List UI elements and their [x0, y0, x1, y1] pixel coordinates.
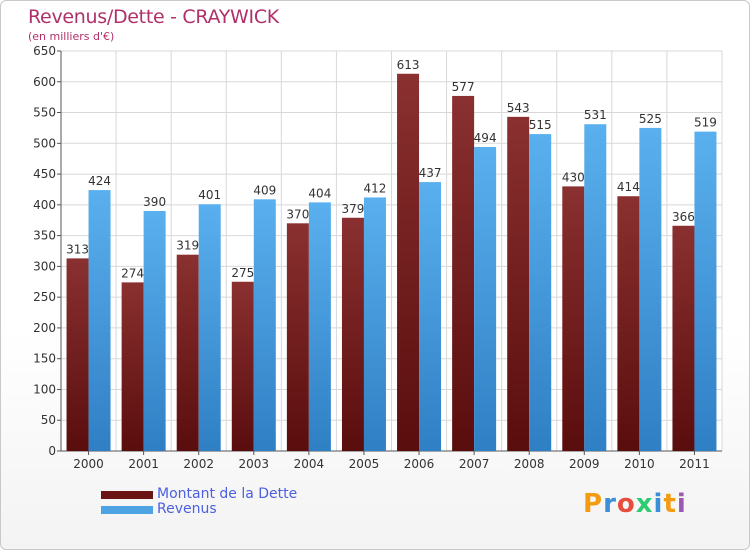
y-tick-label: 650 — [33, 44, 56, 58]
data-label-revenue: 404 — [308, 186, 331, 200]
y-tick-label: 200 — [33, 321, 56, 335]
bar-revenue — [529, 134, 552, 452]
bar-revenue — [198, 204, 221, 451]
data-label-debt: 430 — [562, 170, 585, 184]
data-label-revenue: 437 — [419, 166, 442, 180]
legend-swatch-revenue — [101, 506, 153, 514]
chart-subtitle: (en milliers d'€) — [28, 30, 115, 43]
data-label-debt: 274 — [121, 266, 144, 280]
data-label-debt: 370 — [286, 207, 309, 221]
bar-revenue — [88, 190, 111, 452]
bar-debt — [562, 186, 585, 451]
x-tick-label: 2004 — [294, 457, 325, 471]
bar-debt — [452, 95, 475, 451]
logo-letter: P — [583, 489, 604, 519]
x-tick-label: 2006 — [404, 457, 435, 471]
axes — [57, 50, 722, 455]
data-label-revenue: 525 — [639, 112, 662, 126]
proxiti-logo: Proxiti — [583, 489, 687, 519]
y-tick-label: 100 — [33, 382, 56, 396]
data-label-debt: 414 — [617, 180, 640, 194]
x-tick-label: 2001 — [128, 457, 159, 471]
y-tick-label: 250 — [33, 290, 56, 304]
chart-title: Revenus/Dette - CRAYWICK — [28, 6, 279, 28]
y-tick-label: 150 — [33, 352, 56, 366]
y-tick-label: 600 — [33, 75, 56, 89]
data-label-debt: 319 — [176, 239, 199, 253]
bar-debt — [507, 116, 530, 451]
labels: 0 50 100 150 200 250 300 350 400 450 500 550 600 650 3… — [33, 44, 717, 471]
x-tick-label: 2003 — [239, 457, 270, 471]
bar-chart: 0 50 100 150 200 250 300 350 400 450 500 550 600 650 3… — [33, 44, 723, 471]
data-label-debt: 543 — [507, 101, 530, 115]
bar-debt — [176, 254, 199, 451]
bar-revenue — [639, 127, 662, 451]
bar-debt — [397, 73, 420, 452]
y-tick-label: 300 — [33, 259, 56, 273]
data-label-revenue: 390 — [143, 195, 166, 209]
data-label-revenue: 424 — [88, 174, 111, 188]
data-label-revenue: 519 — [694, 116, 717, 130]
x-tick-label: 2011 — [679, 457, 710, 471]
bar-debt — [121, 282, 144, 451]
x-tick-label: 2005 — [349, 457, 380, 471]
y-tick-label: 450 — [33, 167, 56, 181]
x-tick-label: 2010 — [624, 457, 655, 471]
x-tick-label: 2000 — [73, 457, 104, 471]
bars — [66, 73, 717, 452]
bar-debt — [286, 223, 309, 451]
bar-revenue — [474, 147, 497, 451]
data-label-debt: 313 — [66, 242, 89, 256]
bar-revenue — [694, 131, 717, 451]
grid-lines — [60, 50, 723, 452]
logo-letter: r — [603, 489, 617, 519]
y-tick-label: 50 — [41, 413, 56, 427]
data-label-debt: 613 — [397, 58, 420, 72]
x-tick-label: 2008 — [514, 457, 545, 471]
y-tick-label: 500 — [33, 136, 56, 150]
data-label-revenue: 515 — [529, 118, 552, 132]
logo-letter: x — [635, 489, 654, 519]
y-tick-label: 400 — [33, 198, 56, 212]
data-label-debt: 379 — [342, 202, 365, 216]
bar-debt — [231, 281, 254, 451]
bar-debt — [341, 217, 364, 451]
bar-revenue — [363, 197, 386, 451]
bar-revenue — [419, 182, 442, 452]
logo-letter: i — [653, 489, 664, 519]
bar-revenue — [143, 211, 166, 451]
y-tick-label: 350 — [33, 229, 56, 243]
data-label-revenue: 401 — [198, 188, 221, 202]
bar-revenue — [584, 124, 607, 451]
data-label-revenue: 531 — [584, 108, 607, 122]
data-label-debt: 577 — [452, 80, 475, 94]
data-label-debt: 366 — [672, 210, 695, 224]
logo-letter: t — [663, 489, 677, 519]
bar-debt — [66, 258, 89, 451]
bar-revenue — [253, 199, 276, 451]
data-label-revenue: 409 — [253, 183, 276, 197]
y-tick-label: 0 — [48, 444, 56, 458]
data-label-revenue: 494 — [474, 131, 497, 145]
x-tick-label: 2009 — [569, 457, 600, 471]
y-tick-label: 550 — [33, 106, 56, 120]
logo-letter: o — [616, 489, 636, 519]
legend-label-debt: Montant de la Dette — [157, 486, 298, 502]
bar-debt — [617, 196, 640, 451]
legend-swatch-debt — [101, 491, 153, 499]
x-tick-label: 2007 — [459, 457, 490, 471]
legend-label-revenue: Revenus — [157, 501, 217, 517]
bar-revenue — [308, 202, 331, 451]
logo-letter: i — [676, 489, 687, 519]
bar-debt — [672, 225, 695, 451]
data-label-revenue: 412 — [364, 181, 387, 195]
x-tick-label: 2002 — [183, 457, 214, 471]
data-label-debt: 275 — [231, 266, 254, 280]
